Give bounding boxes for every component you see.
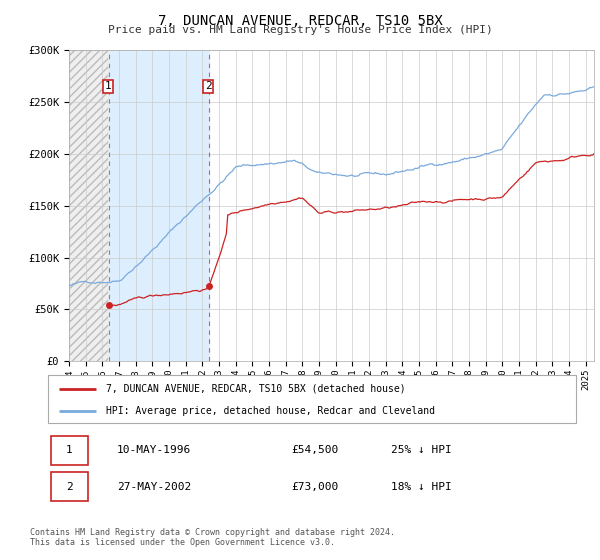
Bar (109, 50, 209, 361)
Text: 27-MAY-2002: 27-MAY-2002 (116, 482, 191, 492)
Bar (69, 50, 109, 361)
Text: 2: 2 (205, 81, 212, 91)
Text: Contains HM Land Registry data © Crown copyright and database right 2024.
This d: Contains HM Land Registry data © Crown c… (30, 528, 395, 547)
Text: 7, DUNCAN AVENUE, REDCAR, TS10 5BX (detached house): 7, DUNCAN AVENUE, REDCAR, TS10 5BX (deta… (106, 384, 406, 394)
FancyBboxPatch shape (50, 472, 88, 501)
Text: HPI: Average price, detached house, Redcar and Cleveland: HPI: Average price, detached house, Redc… (106, 406, 435, 416)
Text: 1: 1 (66, 445, 73, 455)
Text: 1: 1 (104, 81, 111, 91)
Text: 10-MAY-1996: 10-MAY-1996 (116, 445, 191, 455)
Text: 18% ↓ HPI: 18% ↓ HPI (391, 482, 452, 492)
FancyBboxPatch shape (50, 436, 88, 465)
Text: 7, DUNCAN AVENUE, REDCAR, TS10 5BX: 7, DUNCAN AVENUE, REDCAR, TS10 5BX (158, 14, 442, 28)
Text: £73,000: £73,000 (291, 482, 338, 492)
Text: 2: 2 (66, 482, 73, 492)
Text: Price paid vs. HM Land Registry's House Price Index (HPI): Price paid vs. HM Land Registry's House … (107, 25, 493, 35)
Bar (69, 50, 109, 361)
Text: 25% ↓ HPI: 25% ↓ HPI (391, 445, 452, 455)
FancyBboxPatch shape (48, 375, 576, 423)
Text: £54,500: £54,500 (291, 445, 338, 455)
